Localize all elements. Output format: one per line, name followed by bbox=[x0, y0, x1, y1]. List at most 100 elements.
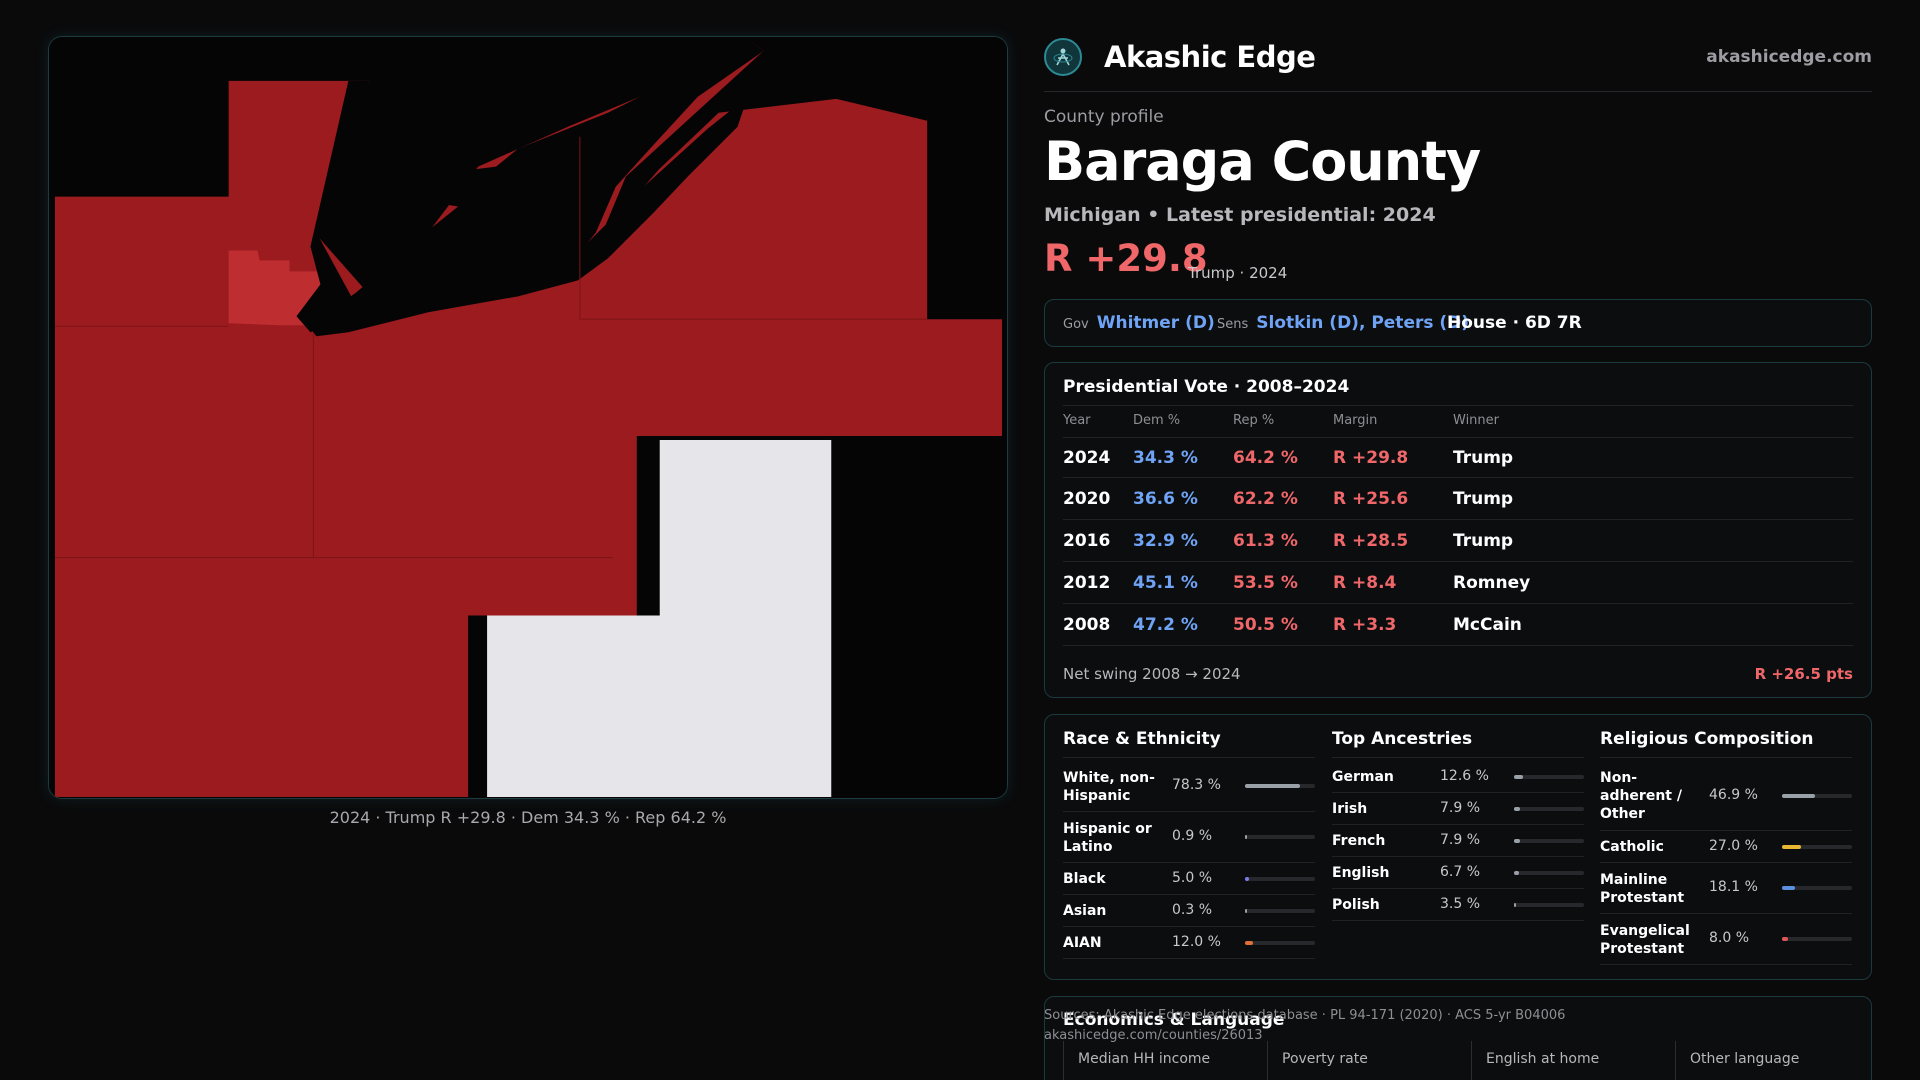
ancestries-section: Top Ancestries German 12.6 % Irish 7.9 %… bbox=[1332, 715, 1584, 979]
sources-line: Sources: Akashic Edge elections database… bbox=[1044, 1008, 1566, 1023]
race-pct: 12.0 % bbox=[1172, 934, 1221, 950]
race-label: Hispanic or Latino bbox=[1063, 821, 1152, 855]
race-bar-fill bbox=[1245, 877, 1249, 881]
race-bar-fill bbox=[1245, 835, 1247, 839]
divider bbox=[1332, 757, 1584, 758]
senators-link[interactable]: Slotkin (D), Peters (D) bbox=[1256, 313, 1470, 333]
cell-winner: Romney bbox=[1453, 573, 1531, 593]
race-bar bbox=[1245, 784, 1315, 788]
econ-poverty-rate: Poverty rate bbox=[1267, 1041, 1457, 1080]
list-item: English 6.7 % bbox=[1332, 857, 1584, 889]
econ-label: Median HH income bbox=[1078, 1051, 1211, 1067]
list-item: Evangelical Protestant 8.0 % bbox=[1600, 914, 1852, 965]
religion-bar-fill bbox=[1782, 886, 1795, 890]
presidential-vote-card: Presidential Vote · 2008–2024 Year Dem %… bbox=[1044, 362, 1872, 698]
ancestry-bar-fill bbox=[1514, 871, 1519, 875]
senators-item: Sens Slotkin (D), Peters (D) bbox=[1217, 313, 1469, 333]
list-item: Asian 0.3 % bbox=[1063, 895, 1315, 927]
religion-bar-fill bbox=[1782, 794, 1815, 798]
table-row[interactable]: 2016 32.9 % 61.3 % R +28.5 Trump bbox=[1063, 521, 1853, 562]
race-bar-fill bbox=[1245, 909, 1247, 913]
col-rep-header: Rep % bbox=[1233, 413, 1275, 428]
table-row[interactable]: 2008 47.2 % 50.5 % R +3.3 McCain bbox=[1063, 605, 1853, 646]
economics-title: Economics & Language bbox=[1063, 1010, 1285, 1030]
ancestry-bar-fill bbox=[1514, 903, 1517, 907]
brand-url-link[interactable]: akashicedge.com bbox=[1706, 47, 1872, 67]
sources-note: Sources: Akashic Edge elections database… bbox=[1044, 1006, 1565, 1046]
religion-label: Non-adherent / Other bbox=[1600, 770, 1682, 822]
ancestries-title: Top Ancestries bbox=[1332, 729, 1473, 749]
ancestry-label: Polish bbox=[1332, 897, 1380, 913]
ancestry-bar-fill bbox=[1514, 807, 1520, 811]
cell-winner: McCain bbox=[1453, 615, 1522, 635]
race-pct: 0.3 % bbox=[1172, 902, 1213, 918]
ancestry-label: English bbox=[1332, 865, 1390, 881]
ancestry-bar bbox=[1514, 903, 1584, 907]
cell-margin: R +25.6 bbox=[1333, 489, 1409, 509]
cell-dem: 32.9 % bbox=[1133, 531, 1198, 551]
sources-link[interactable]: akashicedge.com/counties/26013 bbox=[1044, 1028, 1263, 1043]
brand-name[interactable]: Akashic Edge bbox=[1104, 40, 1316, 74]
list-item: German 12.6 % bbox=[1332, 761, 1584, 793]
list-item: Mainline Protestant 18.1 % bbox=[1600, 863, 1852, 914]
cell-rep: 50.5 % bbox=[1233, 615, 1298, 635]
cell-rep: 64.2 % bbox=[1233, 448, 1298, 468]
cell-year: 2020 bbox=[1063, 489, 1111, 509]
econ-label: English at home bbox=[1486, 1051, 1600, 1067]
table-row[interactable]: 2020 36.6 % 62.2 % R +25.6 Trump bbox=[1063, 479, 1853, 520]
race-bar bbox=[1245, 877, 1315, 881]
race-label: AIAN bbox=[1063, 935, 1102, 951]
cell-dem: 47.2 % bbox=[1133, 615, 1198, 635]
map-region-nodata[interactable] bbox=[487, 439, 832, 798]
race-pct: 0.9 % bbox=[1172, 828, 1213, 844]
county-subtitle: Michigan • Latest presidential: 2024 bbox=[1044, 204, 1436, 226]
net-swing-value: R +26.5 pts bbox=[1754, 665, 1853, 683]
list-item: AIAN 12.0 % bbox=[1063, 927, 1315, 959]
religion-bar bbox=[1782, 845, 1852, 849]
ancestry-pct: 7.9 % bbox=[1440, 832, 1481, 848]
religion-label: Mainline Protestant bbox=[1600, 872, 1685, 906]
religion-pct: 8.0 % bbox=[1709, 930, 1750, 946]
cell-margin: R +3.3 bbox=[1333, 615, 1397, 635]
divider bbox=[1600, 757, 1852, 758]
race-pct: 78.3 % bbox=[1172, 777, 1221, 793]
col-margin-header: Margin bbox=[1333, 413, 1378, 428]
governor-item: Gov Whitmer (D) bbox=[1063, 313, 1215, 333]
county-map[interactable] bbox=[48, 36, 1008, 799]
county-profile-panel: Akashic Edge akashicedge.com County prof… bbox=[1044, 0, 1872, 1080]
cell-year: 2008 bbox=[1063, 615, 1111, 635]
gov-key: Gov bbox=[1063, 317, 1089, 332]
race-pct: 5.0 % bbox=[1172, 870, 1213, 886]
table-row[interactable]: 2024 34.3 % 64.2 % R +29.8 Trump bbox=[1063, 437, 1853, 478]
atom-figure-icon[interactable] bbox=[1044, 38, 1082, 76]
religion-section: Religious Composition Non-adherent / Oth… bbox=[1600, 715, 1852, 979]
race-label: White, non-Hispanic bbox=[1063, 770, 1155, 804]
list-item: Irish 7.9 % bbox=[1332, 793, 1584, 825]
race-label: Asian bbox=[1063, 903, 1107, 919]
house-item: House · 6D 7R bbox=[1447, 313, 1582, 333]
religion-bar bbox=[1782, 794, 1852, 798]
cell-margin: R +8.4 bbox=[1333, 573, 1397, 593]
ancestry-bar bbox=[1514, 871, 1584, 875]
religion-pct: 46.9 % bbox=[1709, 787, 1758, 803]
governor-link[interactable]: Whitmer (D) bbox=[1096, 313, 1215, 333]
cell-winner: Trump bbox=[1453, 531, 1514, 551]
race-bar bbox=[1245, 941, 1315, 945]
cell-year: 2016 bbox=[1063, 531, 1111, 551]
col-dem-header: Dem % bbox=[1133, 413, 1181, 428]
econ-median-income: Median HH income bbox=[1063, 1041, 1253, 1080]
econ-other-language: Other language bbox=[1675, 1041, 1865, 1080]
religion-bar-fill bbox=[1782, 937, 1788, 941]
cell-dem: 45.1 % bbox=[1133, 573, 1198, 593]
religion-pct: 27.0 % bbox=[1709, 838, 1758, 854]
divider bbox=[1063, 757, 1315, 758]
map-region-red[interactable] bbox=[54, 42, 1003, 798]
race-ethnicity-title: Race & Ethnicity bbox=[1063, 729, 1221, 749]
table-row[interactable]: 2012 45.1 % 53.5 % R +8.4 Romney bbox=[1063, 563, 1853, 604]
list-item: White, non-Hispanic 78.3 % bbox=[1063, 761, 1315, 812]
profile-label: County profile bbox=[1044, 107, 1164, 127]
list-item: Non-adherent / Other 46.9 % bbox=[1600, 761, 1852, 831]
cell-year: 2012 bbox=[1063, 573, 1111, 593]
cell-dem: 36.6 % bbox=[1133, 489, 1198, 509]
list-item: Catholic 27.0 % bbox=[1600, 831, 1852, 863]
